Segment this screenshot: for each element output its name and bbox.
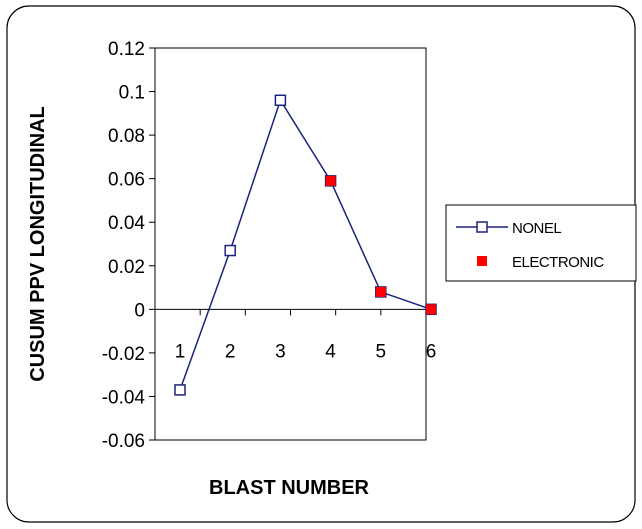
- y-tick-label: 0.02: [108, 257, 145, 278]
- data-point-nonel: [224, 244, 236, 257]
- x-axis-tick-labels: 1 2 3 4 5 6: [175, 341, 437, 362]
- y-tick-label: 0.06: [108, 170, 145, 191]
- data-point-nonel: [274, 94, 287, 107]
- x-tick-label: 3: [275, 341, 286, 362]
- y-tick-label: -0.04: [102, 387, 146, 408]
- y-tick-label: 0.04: [108, 213, 145, 234]
- x-tick-label: 2: [225, 341, 236, 362]
- y-tick-label: 0.12: [108, 39, 145, 60]
- legend-nonel-label: NONEL: [512, 220, 561, 237]
- legend-box: [445, 204, 637, 282]
- plot-area: [154, 47, 427, 441]
- legend-electronic-label: ELECTRONIC: [512, 254, 604, 271]
- y-tick-label: 0: [134, 300, 145, 321]
- y-tick-label: -0.06: [102, 431, 145, 452]
- legend-nonel-marker: [476, 221, 488, 233]
- y-tick-label: 0.08: [108, 126, 145, 147]
- y-axis-ticks: [149, 47, 155, 441]
- series-markers: [174, 94, 437, 396]
- x-tick-label: 4: [325, 341, 336, 362]
- x-tick-label: 5: [376, 341, 387, 362]
- y-tick-label: 0.1: [119, 83, 145, 104]
- y-axis-title: CUSUM PPV LONGITUDINAL: [27, 106, 49, 382]
- x-tick-label: 1: [175, 341, 186, 362]
- data-point-nonel: [174, 384, 186, 396]
- data-point-electronic: [426, 304, 436, 315]
- legend-electronic-marker: [477, 256, 487, 266]
- y-tick-label: -0.02: [102, 344, 145, 365]
- data-point-electronic: [325, 175, 336, 186]
- y-axis-tick-labels: 0.12 0.1 0.08 0.06 0.04 0.02 0 -0.02 -0.04 -0.06: [102, 39, 146, 452]
- series-lines: [179, 98, 432, 391]
- legend: NONEL ELECTRONIC: [445, 204, 637, 282]
- data-point-electronic: [375, 286, 386, 297]
- x-axis-title: BLAST NUMBER: [209, 477, 370, 499]
- series-line-nonel: [179, 98, 432, 391]
- x-tick-label: 6: [426, 341, 437, 362]
